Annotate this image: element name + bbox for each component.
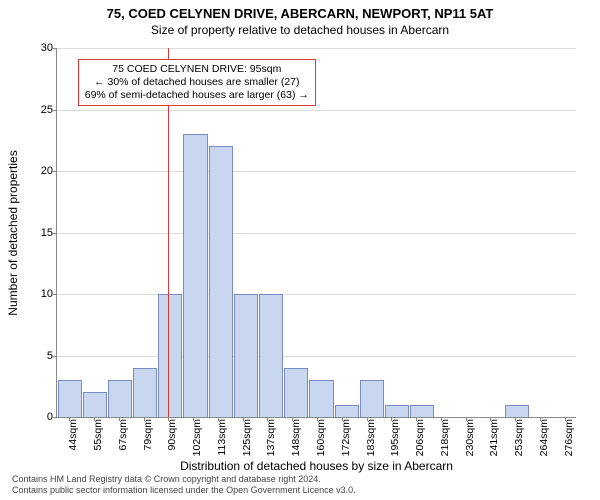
- histogram-bar: [360, 380, 384, 417]
- histogram-chart: Number of detached properties 0510152025…: [56, 48, 576, 418]
- x-tick-label: 148sqm: [290, 419, 302, 456]
- histogram-bar: [505, 405, 529, 417]
- y-tick-label: 10: [29, 288, 53, 300]
- histogram-bar: [108, 380, 132, 417]
- annotation-line: 75 COED CELYNEN DRIVE: 95sqm: [85, 63, 309, 76]
- x-tick-label: 276sqm: [563, 419, 575, 456]
- x-tick-label: 218sqm: [439, 419, 451, 456]
- x-tick-label: 230sqm: [464, 419, 476, 456]
- histogram-bar: [234, 294, 258, 417]
- x-tick-label: 137sqm: [265, 419, 277, 456]
- histogram-bar: [335, 405, 359, 417]
- x-tick-label: 160sqm: [315, 419, 327, 456]
- page-title: 75, COED CELYNEN DRIVE, ABERCARN, NEWPOR…: [0, 6, 600, 21]
- footer-attribution: Contains HM Land Registry data © Crown c…: [12, 474, 356, 496]
- x-tick-label: 253sqm: [513, 419, 525, 456]
- histogram-bar: [58, 380, 82, 417]
- annotation-line: ← 30% of detached houses are smaller (27…: [85, 76, 309, 89]
- x-tick-label: 183sqm: [365, 419, 377, 456]
- footer-line: Contains public sector information licen…: [12, 485, 356, 496]
- histogram-bar: [83, 392, 107, 417]
- x-tick-label: 44sqm: [67, 419, 79, 451]
- y-tick-label: 15: [29, 227, 53, 239]
- x-tick-label: 195sqm: [389, 419, 401, 456]
- x-tick-label: 125sqm: [241, 419, 253, 456]
- y-tick-label: 5: [29, 350, 53, 362]
- y-tick-mark: [53, 417, 57, 418]
- histogram-bar: [385, 405, 409, 417]
- histogram-bar: [410, 405, 434, 417]
- histogram-bar: [183, 134, 207, 417]
- y-tick-label: 0: [29, 411, 53, 423]
- y-axis-label: Number of detached properties: [6, 150, 20, 315]
- histogram-bar: [284, 368, 308, 417]
- histogram-bar: [133, 368, 157, 417]
- x-tick-label: 102sqm: [191, 419, 203, 456]
- x-tick-label: 264sqm: [538, 419, 550, 456]
- x-tick-label: 241sqm: [488, 419, 500, 456]
- page-subtitle: Size of property relative to detached ho…: [0, 23, 600, 37]
- y-tick-label: 25: [29, 104, 53, 116]
- x-tick-label: 79sqm: [142, 419, 154, 451]
- x-tick-label: 55sqm: [92, 419, 104, 451]
- x-tick-label: 172sqm: [340, 419, 352, 456]
- x-tick-label: 113sqm: [216, 419, 228, 456]
- histogram-bar: [209, 146, 233, 417]
- histogram-bar: [158, 294, 182, 417]
- footer-line: Contains HM Land Registry data © Crown c…: [12, 474, 356, 485]
- histogram-bar: [259, 294, 283, 417]
- x-tick-label: 67sqm: [117, 419, 129, 451]
- annotation-box: 75 COED CELYNEN DRIVE: 95sqm ← 30% of de…: [78, 59, 316, 106]
- histogram-bar: [309, 380, 333, 417]
- x-tick-label: 90sqm: [166, 419, 178, 451]
- annotation-line: 69% of semi-detached houses are larger (…: [85, 89, 309, 102]
- x-axis-title: Distribution of detached houses by size …: [180, 459, 453, 473]
- y-tick-label: 20: [29, 165, 53, 177]
- y-tick-label: 30: [29, 42, 53, 54]
- x-tick-label: 206sqm: [414, 419, 426, 456]
